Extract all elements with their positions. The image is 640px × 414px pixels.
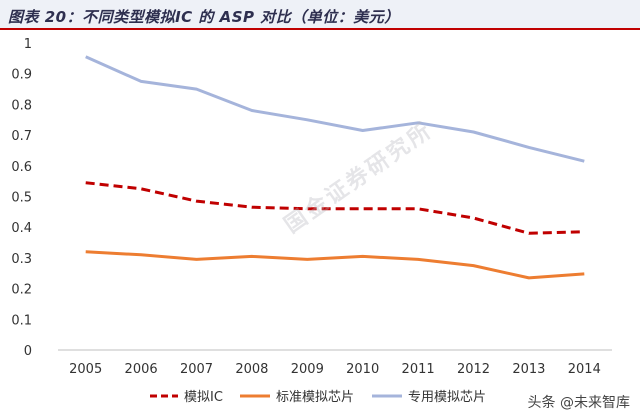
y-tick-label: 1 xyxy=(24,37,32,52)
x-tick-label: 2010 xyxy=(346,362,379,377)
legend-label: 专用模拟芯片 xyxy=(408,390,486,405)
footer-watermark: 头条 @未来智库 xyxy=(527,392,630,412)
chart-axes: 0 0.1 0.2 0.3 0.4 0.5 0.6 0.7 0.8 0.9 1 2005 2006 200… xyxy=(11,37,612,377)
y-tick-label: 0.2 xyxy=(11,283,32,298)
y-tick-label: 0.5 xyxy=(11,191,32,206)
series-line-0 xyxy=(85,181,585,235)
x-tick-label: 2005 xyxy=(69,362,102,377)
x-tick-label: 2012 xyxy=(457,362,490,377)
legend-label: 标准模拟芯片 xyxy=(276,390,354,405)
y-tick-label: 0.1 xyxy=(11,313,32,328)
x-tick-label: 2014 xyxy=(568,362,601,377)
series-line-2 xyxy=(85,55,585,163)
y-tick-label: 0.4 xyxy=(11,221,32,236)
x-tick-label: 2006 xyxy=(125,362,158,377)
x-tick-label: 2011 xyxy=(402,362,435,377)
title-divider xyxy=(0,28,640,30)
y-tick-label: 0.3 xyxy=(11,252,32,267)
y-tick-label: 0.7 xyxy=(11,129,32,144)
chart-series xyxy=(85,55,585,280)
x-tick-label: 2009 xyxy=(291,362,324,377)
y-tick-label: 0.6 xyxy=(11,160,32,175)
y-tick-label: 0.8 xyxy=(11,98,32,113)
chart-legend: 模拟IC 标准模拟芯片 专用模拟芯片 xyxy=(150,390,486,405)
legend-label: 模拟IC xyxy=(184,390,223,405)
x-tick-label: 2007 xyxy=(180,362,213,377)
y-tick-label: 0.9 xyxy=(11,68,32,83)
x-tick-label: 2013 xyxy=(512,362,545,377)
series-line-1 xyxy=(85,250,585,280)
chart-title: 图表 20：不同类型模拟IC 的 ASP 对比（单位：美元） xyxy=(0,0,640,28)
y-tick-label: 0 xyxy=(24,344,32,359)
x-tick-label: 2008 xyxy=(235,362,268,377)
